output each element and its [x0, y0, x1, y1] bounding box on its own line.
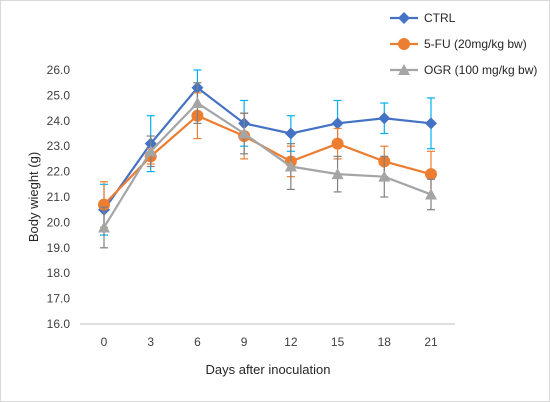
y-tick-label: 22.0: [47, 165, 71, 179]
x-tick-labels: 0 3 6 9 12 15 18 21: [101, 335, 438, 349]
data-point: [425, 188, 437, 200]
data-point: [238, 127, 251, 139]
y-axis-title: Body wieght (g): [26, 152, 41, 242]
data-point: [191, 97, 204, 109]
y-tick-label: 16.0: [47, 317, 71, 331]
data-point: [284, 160, 297, 172]
y-tick-labels: 16.0 17.0 18.0 19.0 20.0 21.0 22.0 23.0 24.0 25.0…: [47, 63, 71, 331]
legend-item: 5-FU (20mg/kg bw): [390, 37, 527, 51]
y-tick-label: 26.0: [47, 63, 71, 77]
x-tick-label: 18: [378, 335, 392, 349]
data-point: [284, 127, 297, 140]
y-tick-label: 20.0: [47, 215, 71, 229]
series-layer: [98, 69, 437, 249]
legend-item: CTRL: [390, 11, 456, 25]
y-tick-label: 17.0: [47, 292, 71, 306]
x-tick-label: 9: [241, 335, 248, 349]
y-tick-label: 19.0: [47, 241, 71, 255]
x-tick-label: 15: [331, 335, 345, 349]
x-axis-title: Days after inoculation: [205, 362, 330, 377]
y-tick-label: 23.0: [47, 139, 71, 153]
y-tick-label: 18.0: [47, 266, 71, 280]
y-tick-label: 25.0: [47, 88, 71, 102]
y-tick-label: 24.0: [47, 114, 71, 128]
legend-item: OGR (100 mg/kg bw): [390, 63, 537, 77]
data-point: [98, 221, 110, 233]
x-tick-label: 3: [147, 335, 154, 349]
legend-label: OGR (100 mg/kg bw): [424, 63, 537, 77]
legend-label: 5-FU (20mg/kg bw): [424, 37, 527, 51]
series-1: [98, 92, 437, 229]
x-tick-label: 0: [101, 335, 108, 349]
y-tick-label: 21.0: [47, 190, 71, 204]
data-point: [378, 170, 391, 182]
data-point: [331, 137, 344, 150]
series-line: [103, 86, 432, 211]
x-tick-label: 12: [284, 335, 298, 349]
data-point: [331, 117, 344, 130]
data-point: [425, 117, 437, 130]
legend-marker: [398, 64, 410, 75]
legend-marker: [398, 12, 410, 24]
legend-label: CTRL: [424, 11, 456, 25]
x-tick-label: 6: [194, 335, 201, 349]
data-point: [144, 145, 157, 157]
series-2: [98, 82, 437, 249]
data-point: [425, 168, 437, 181]
series-line: [103, 101, 432, 229]
data-point: [378, 112, 391, 125]
legend-marker: [398, 38, 410, 50]
data-point: [331, 168, 344, 180]
x-tick-label: 21: [424, 335, 438, 349]
legend: CTRL 5-FU (20mg/kg bw) OGR (100 mg/kg bw): [390, 11, 537, 77]
